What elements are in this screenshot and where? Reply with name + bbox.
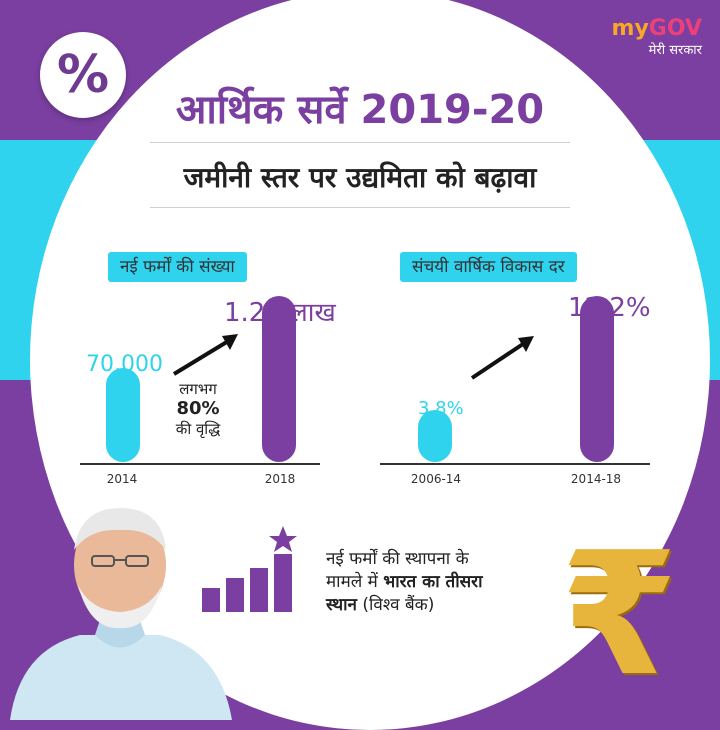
note-line2-bold: भारत का तीसरा (383, 571, 483, 592)
note-line3-bold: स्थान (326, 594, 357, 615)
growth-line3: की वृद्धि (175, 419, 221, 438)
chart2-tick-1: 2014-18 (570, 472, 622, 486)
logo-subtitle: मेरी सरकार (648, 43, 702, 58)
chart1-tick-0: 2014 (106, 472, 138, 486)
chart2-tick-0: 2006-14 (410, 472, 462, 486)
chart2-bar-2006-14 (418, 410, 452, 462)
footer-note: नई फर्मों की स्थापना के मामले में भारत क… (326, 548, 556, 617)
mygov-logo: myGOV मेरी सरकार (611, 16, 702, 58)
page-title: आर्थिक सर्वे 2019-20 (175, 87, 545, 133)
arrow-up-right-icon (172, 334, 238, 376)
chart2-title: संचयी वार्षिक विकास दर (400, 252, 577, 282)
page-subtitle: जमीनी स्तर पर उद्यमिता को बढ़ावा (183, 161, 537, 194)
chart1-tick-1: 2018 (264, 472, 296, 486)
chart1-bar-2014 (106, 368, 140, 462)
note-line1: नई फर्मों की स्थापना के (326, 549, 469, 569)
arrow-up-right-icon (470, 336, 534, 380)
growth-line1: लगभग (179, 380, 217, 398)
divider-bottom (150, 207, 570, 208)
growth-annotation: लगभग 80% की वृद्धि (160, 380, 236, 438)
divider-top (150, 142, 570, 143)
logo-my: my (611, 16, 649, 41)
bar-chart-star-icon (202, 526, 297, 612)
logo-gov: GOV (648, 16, 702, 41)
note-line3-plain: (विश्व बैंक) (356, 594, 435, 615)
chart2-bar-2014-18 (580, 296, 614, 462)
note-line2-plain: मामले में (326, 571, 384, 592)
percent-icon: % (40, 32, 126, 118)
rupee-icon: ₹ (560, 516, 679, 714)
chart2-axis (380, 463, 650, 465)
growth-line2: 80% (176, 398, 220, 419)
chart1-bar-2018 (262, 296, 296, 462)
person-photo (10, 508, 232, 720)
chart1-axis (80, 463, 320, 465)
chart1-title: नई फर्मों की संख्या (108, 252, 247, 282)
